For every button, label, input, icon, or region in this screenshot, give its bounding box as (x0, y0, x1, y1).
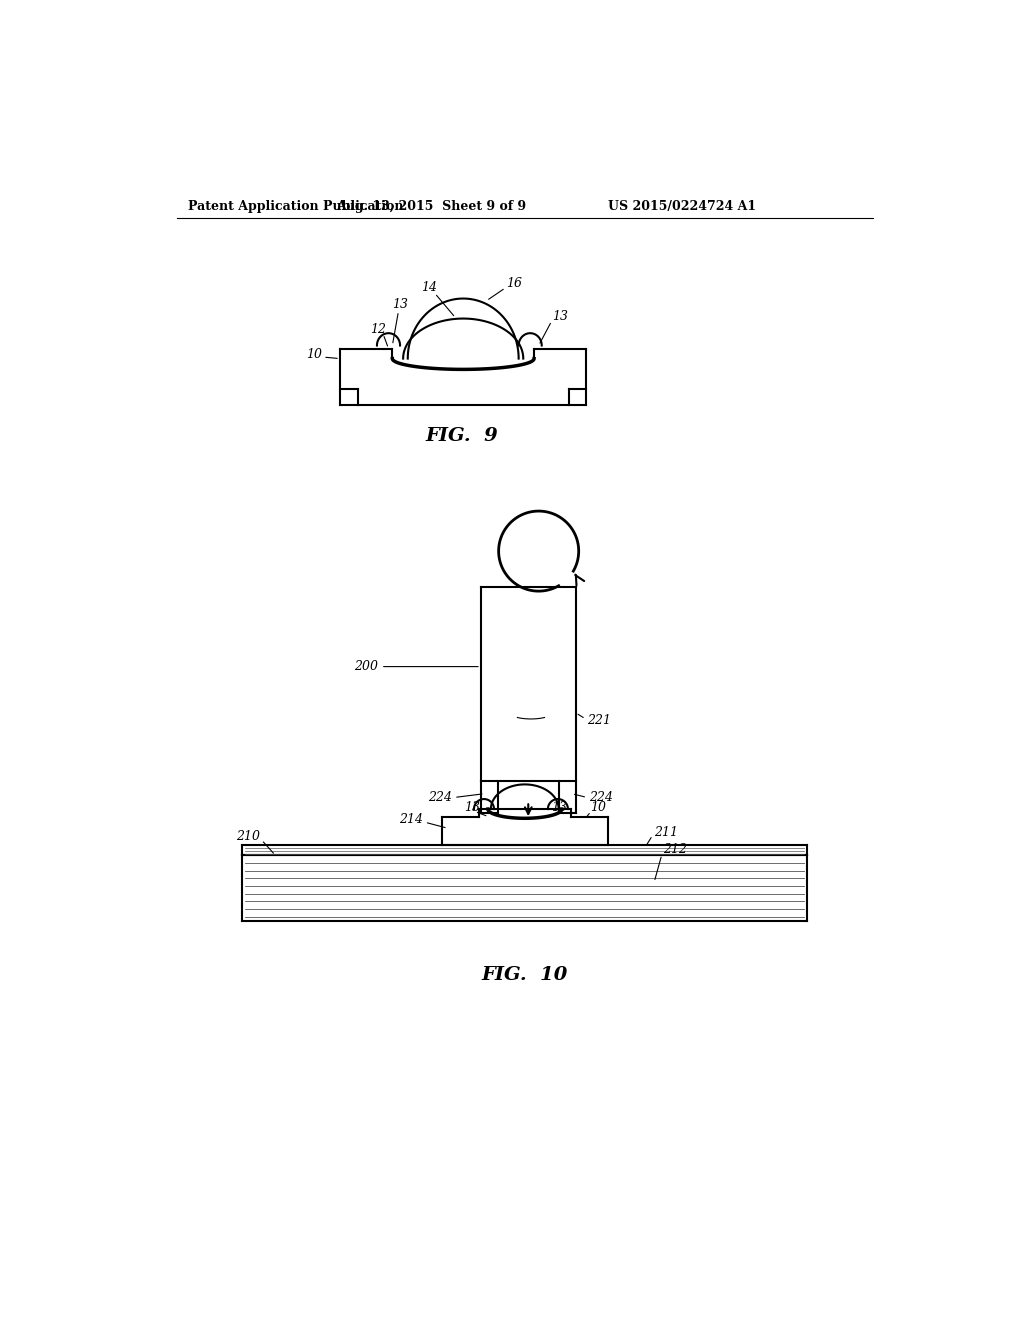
Text: Aug. 13, 2015  Sheet 9 of 9: Aug. 13, 2015 Sheet 9 of 9 (336, 199, 526, 213)
Text: 211: 211 (654, 825, 678, 838)
Text: Patent Application Publication: Patent Application Publication (188, 199, 403, 213)
Text: 212: 212 (664, 843, 687, 857)
Text: 10: 10 (590, 801, 606, 814)
Text: FIG.  9: FIG. 9 (425, 426, 498, 445)
Text: 210: 210 (236, 829, 260, 842)
Text: 13: 13 (392, 298, 408, 312)
Text: 10: 10 (306, 348, 322, 362)
Text: 224: 224 (589, 791, 612, 804)
Text: 14: 14 (421, 281, 437, 294)
Text: 13: 13 (464, 801, 479, 814)
Text: 13: 13 (552, 310, 567, 323)
Text: 13: 13 (552, 801, 567, 814)
Text: 214: 214 (399, 813, 423, 825)
Text: FIG.  10: FIG. 10 (481, 966, 568, 983)
Text: US 2015/0224724 A1: US 2015/0224724 A1 (608, 199, 756, 213)
Text: 16: 16 (506, 277, 522, 289)
Text: 12: 12 (371, 323, 386, 335)
Text: 200: 200 (354, 660, 378, 673)
Text: 221: 221 (587, 714, 611, 727)
Text: 224: 224 (428, 791, 453, 804)
